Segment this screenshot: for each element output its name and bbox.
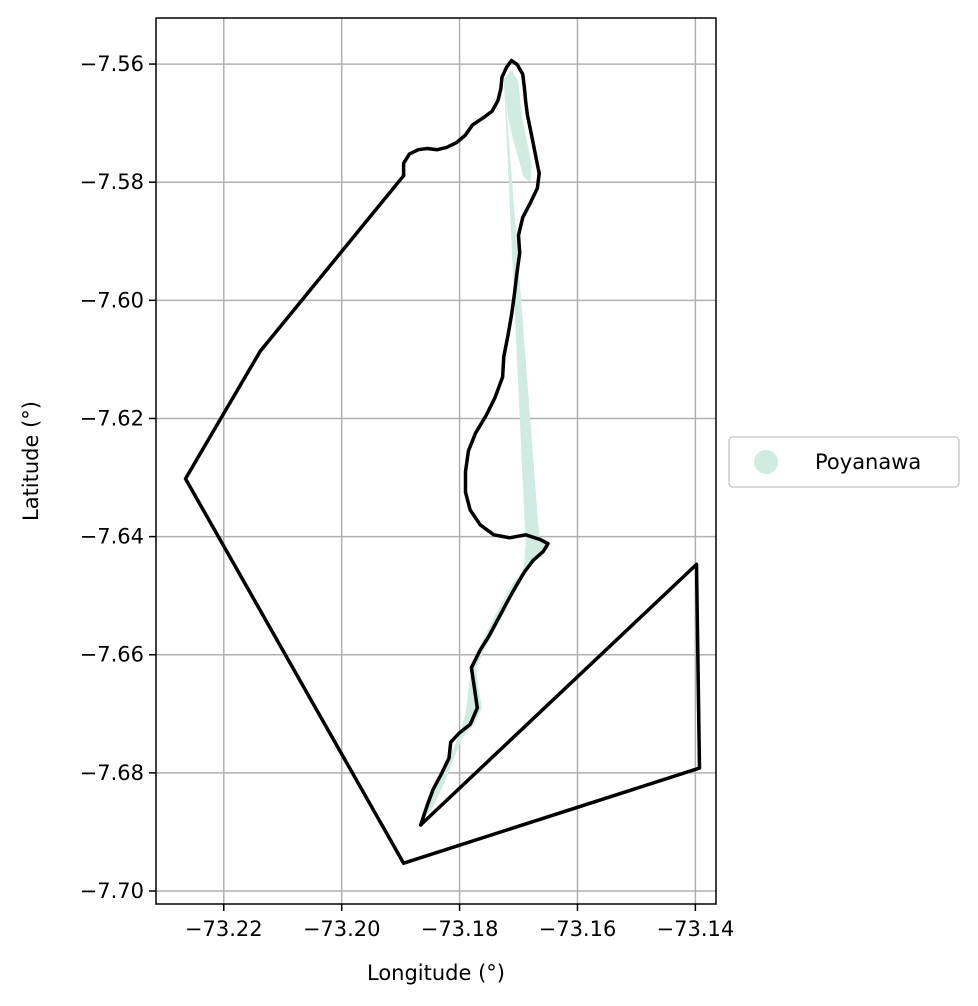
poyanawa-territory-fill xyxy=(419,70,548,824)
y-tick-label: −7.62 xyxy=(80,406,144,430)
x-axis-ticks: −73.22 −73.20 −73.18 −73.16 −73.14 xyxy=(185,904,734,941)
y-tick-label: −7.60 xyxy=(80,288,144,312)
x-tick-label: −73.18 xyxy=(421,917,499,941)
x-tick-label: −73.22 xyxy=(185,917,263,941)
legend-label-poyanawa: Poyanawa xyxy=(815,450,921,474)
x-tick-label: −73.16 xyxy=(539,917,617,941)
y-tick-label: −7.64 xyxy=(80,525,144,549)
y-axis-ticks: −7.56 −7.58 −7.60 −7.62 −7.64 −7.66 −7.68 −7.70 xyxy=(80,52,156,903)
x-tick-label: −73.14 xyxy=(657,917,735,941)
legend-marker-poyanawa xyxy=(754,450,778,474)
legend: Poyanawa xyxy=(728,436,960,488)
y-tick-label: −7.56 xyxy=(80,52,144,76)
y-tick-label: −7.70 xyxy=(80,879,144,903)
y-tick-label: −7.58 xyxy=(80,170,144,194)
territory-fill-area xyxy=(419,70,548,824)
y-axis-label: Latitude (°) xyxy=(19,401,43,521)
y-tick-label: −7.66 xyxy=(80,643,144,667)
grid-lines xyxy=(156,18,716,904)
outer-boundary-line xyxy=(183,173,702,865)
legend-box xyxy=(728,436,960,488)
plot-frame xyxy=(155,17,717,905)
x-tick-label: −73.20 xyxy=(303,917,381,941)
river-boundary-line xyxy=(401,58,550,827)
y-tick-label: −7.68 xyxy=(80,761,144,785)
boundary-outline xyxy=(183,58,702,865)
x-axis-label: Longitude (°) xyxy=(367,961,505,985)
